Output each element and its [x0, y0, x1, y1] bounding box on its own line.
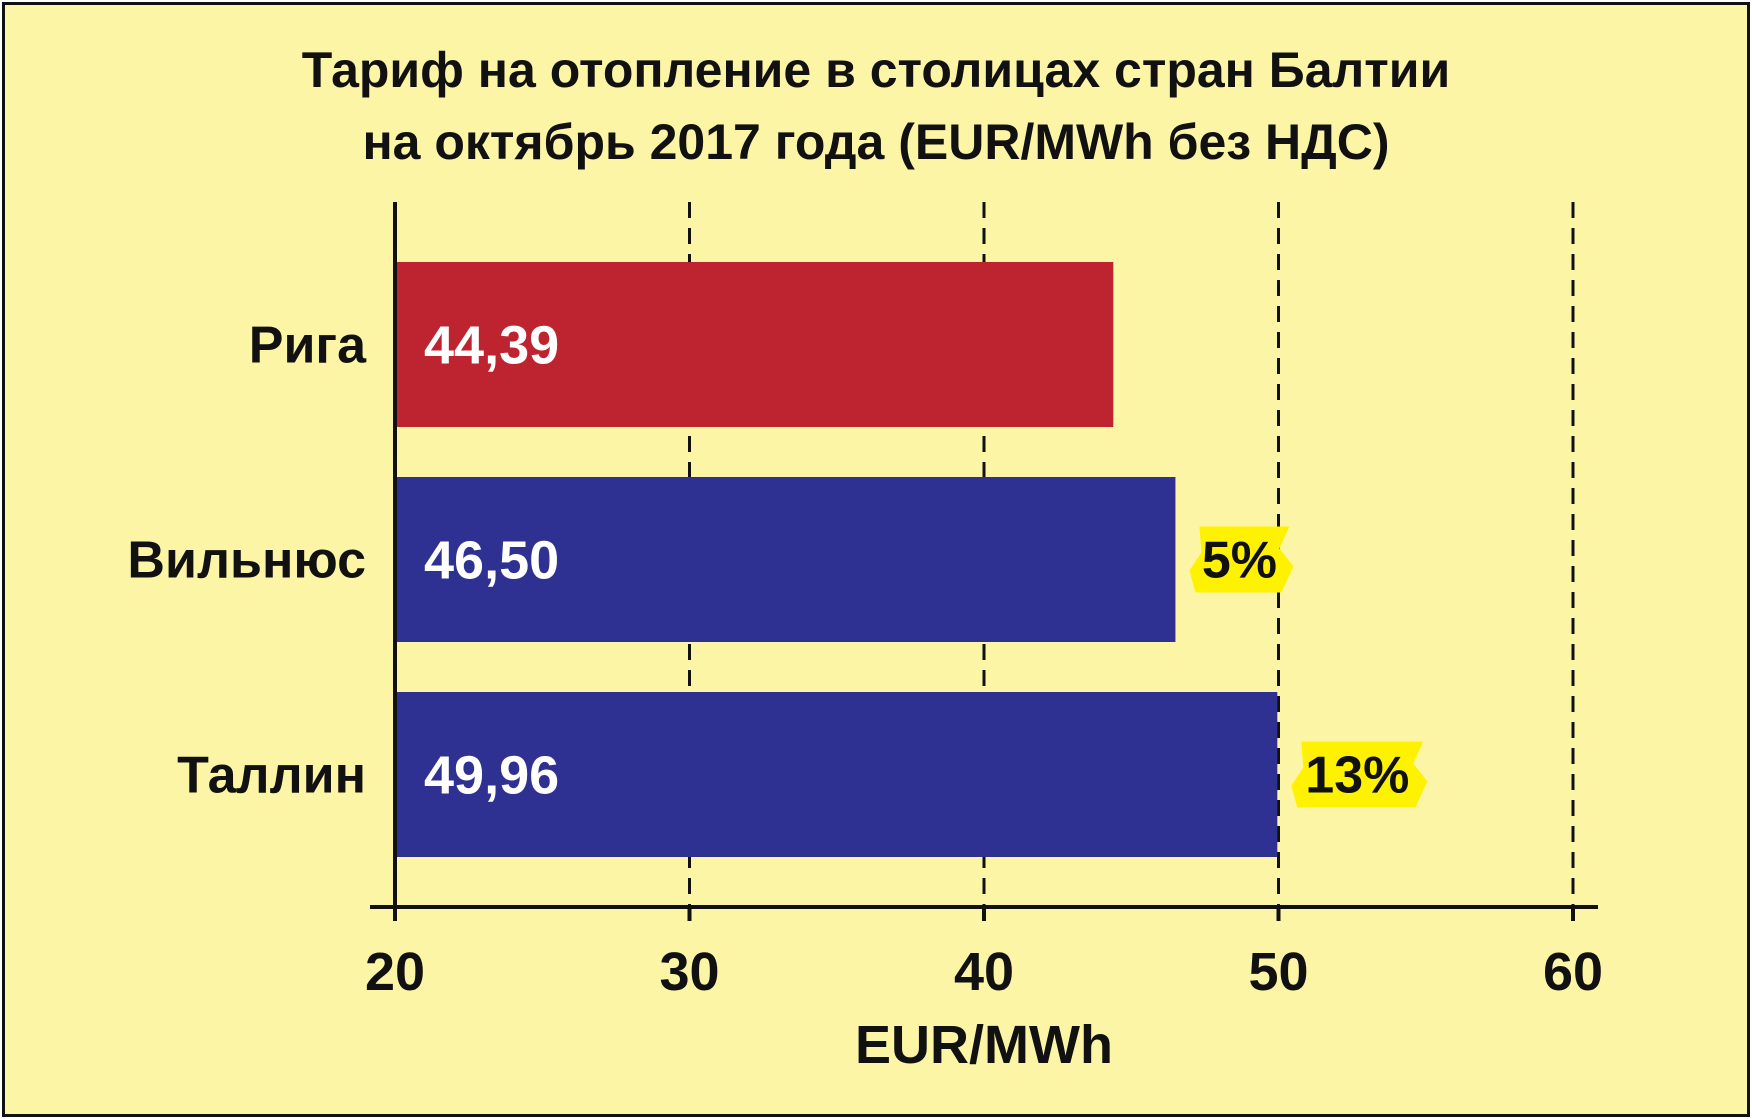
highlight-3	[1291, 741, 1428, 808]
bar-1	[395, 262, 1114, 427]
bar-2	[395, 477, 1176, 642]
value-label-2: 46,50	[424, 531, 559, 591]
chart-title-line-2: на октябрь 2017 года (EUR/MWh без НДС)	[362, 114, 1389, 170]
bar-3	[395, 692, 1278, 857]
chart-title-line-1: Тариф на отопление в столицах стран Балт…	[302, 42, 1450, 98]
category-label-2: Вильнюс	[127, 532, 366, 590]
x-tick-label-20: 20	[365, 942, 425, 1002]
axes: 20 30 40 50 60	[365, 202, 1603, 1002]
x-tick-label-50: 50	[1248, 942, 1308, 1002]
value-label-3: 49,96	[424, 746, 559, 806]
category-label-1: Рига	[249, 317, 367, 375]
highlight-2	[1189, 526, 1294, 593]
percent-label-2: 5%	[1202, 532, 1277, 590]
x-tick-label-40: 40	[954, 942, 1014, 1002]
x-tick-label-30: 30	[659, 942, 719, 1002]
value-label-1: 44,39	[424, 316, 559, 376]
x-tick-label-60: 60	[1543, 942, 1603, 1002]
category-label-3: Таллин	[177, 747, 366, 805]
bars: Рига 44,39 Вильнюс 46,50 5% Таллин 49,96 13%	[127, 262, 1428, 857]
percent-label-3: 13%	[1305, 747, 1409, 805]
x-axis-title: EUR/MWh	[855, 1015, 1113, 1075]
